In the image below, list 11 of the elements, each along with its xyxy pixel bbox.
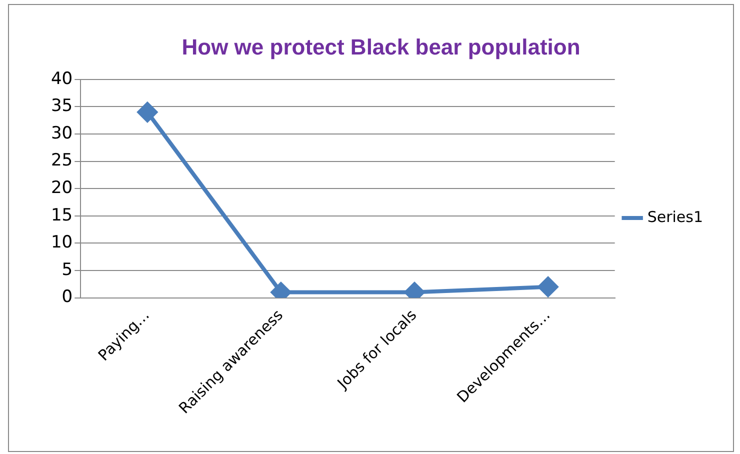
y-tick-label: 5 — [62, 260, 73, 280]
chart-title: How we protect Black bear population — [182, 34, 580, 60]
y-tick-label: 30 — [50, 123, 73, 144]
y-tick-label: 15 — [50, 205, 73, 226]
y-tick-label: 40 — [50, 68, 73, 89]
y-tick-label: 35 — [50, 96, 73, 116]
y-tick-label: 20 — [50, 178, 73, 198]
y-tick-label: 10 — [50, 232, 73, 253]
y-tick-label: 25 — [50, 150, 73, 171]
legend-label: Series1 — [647, 208, 703, 226]
y-tick-label: 0 — [62, 287, 73, 308]
